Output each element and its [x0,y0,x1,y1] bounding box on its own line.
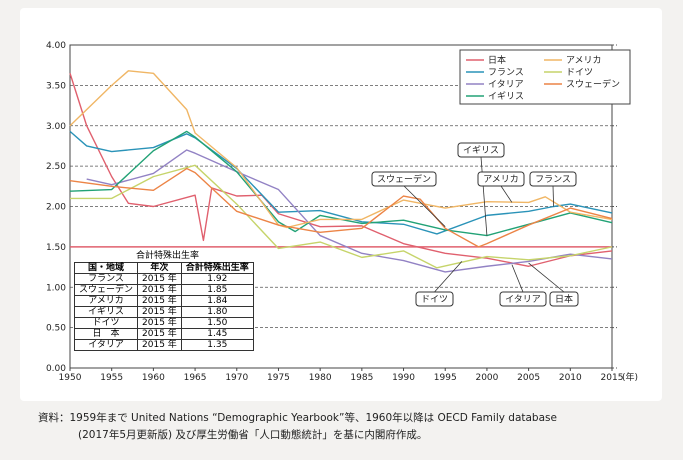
table-header-cell: 国・地域 [73,262,139,274]
table-row: イギリス 2015 年 1.80 [73,306,254,318]
callout-label: フランス [535,174,571,185]
table-header-cell: 年次 [137,262,182,274]
y-tick-label: 2.00 [46,203,66,213]
x-tick-label: 2015 [601,373,624,383]
table-row: 日 本 2015 年 1.45 [73,328,254,340]
y-tick-label: 0.50 [46,324,66,334]
callout-pointer [434,261,463,293]
x-tick-label: 1950 [59,373,82,383]
callout-label: イタリア [505,294,541,305]
callout-pointer [403,185,446,227]
table-cell: 1.45 [180,328,254,340]
x-tick-label: 1960 [142,373,165,383]
source-line-2: (2017年5月更新版) 及び厚生労働省「人口動態統計」を基に内閣府作成。 [78,429,428,441]
table-row: スウェーデン 2015 年 1.85 [73,284,254,296]
y-tick-label: 1.50 [46,243,66,253]
callout-label: 日本 [555,293,573,305]
table-cell: 2015 年 [137,339,182,351]
y-tick-label: 3.00 [46,122,66,132]
table-cell: 日 本 [73,328,139,340]
x-tick-label: 1995 [434,373,457,383]
callout-pointer [500,185,513,203]
legend [459,49,631,105]
x-tick-label: 1955 [100,373,123,383]
table-cell: 2015 年 [137,284,182,296]
legend-label: イギリス [488,91,524,102]
table-row: アメリカ 2015 年 1.84 [73,295,254,307]
table-cell: 1.84 [180,295,254,307]
callout-label: スウェーデン [377,173,431,185]
series-line-イギリス [69,130,613,237]
series-line-アメリカ [69,70,613,229]
callout-box [499,291,547,307]
source-line-1: 資料：1959年まで United Nations “Demographic Y… [38,412,557,424]
table-cell: 1.35 [180,339,254,351]
callout-label: ドイツ [421,295,448,305]
table-cell: 1.80 [180,306,254,318]
x-tick-label: 1985 [350,373,373,383]
table-header-row: 国・地域 年次 合計特殊出生率 [73,262,254,274]
legend-label: スウェーデン [566,78,620,90]
x-tick-label: 2005 [517,373,540,383]
table-cell: 2015 年 [137,273,182,285]
table-cell: イタリア [73,339,139,351]
y-tick-label: 3.50 [46,81,66,91]
callout-pointer [511,264,524,293]
table-cell: 1.50 [180,317,254,329]
table-cell: 1.85 [180,284,254,296]
table-cell: 2015 年 [137,306,182,318]
callout-label: アメリカ [483,174,519,185]
x-tick-label: 2010 [559,373,582,383]
x-tick-label: 2000 [475,373,498,383]
callout-pointer [528,262,565,293]
y-tick-label: 1.00 [46,283,66,293]
x-tick-label: 1990 [392,373,415,383]
table-row: ドイツ 2015 年 1.50 [73,317,254,329]
table-header-cell: 合計特殊出生率 [180,262,254,274]
y-tick-label: 0.00 [46,364,66,374]
legend-label: アメリカ [566,55,602,66]
callout-box [549,291,579,307]
y-tick-label: 2.50 [46,162,66,172]
table-cell: 1.92 [180,273,254,285]
legend-label: ドイツ [566,68,593,78]
callout-box [415,291,454,307]
callout-pointer [480,156,488,236]
x-tick-label: 1975 [267,373,290,383]
series-line-フランス [69,130,613,235]
y-tick-label: 4.00 [46,41,66,51]
callout-pointer [552,185,555,207]
callout-box [457,142,505,158]
table-title: 合計特殊出生率 [136,251,200,261]
table-cell: フランス [73,273,139,285]
series-line-イタリア [86,149,613,273]
legend-label: フランス [488,67,524,78]
callout-box [477,171,525,187]
x-tick-label: 1965 [184,373,207,383]
table-cell: スウェーデン [73,284,139,296]
callout-box [529,171,577,187]
table-cell: アメリカ [73,295,139,307]
table-row: フランス 2015 年 1.92 [73,273,254,285]
x-axis-label: (年) [622,371,638,383]
series-line-ドイツ [70,164,613,269]
legend-label: 日本 [488,54,506,66]
table-cell: 2015 年 [137,317,182,329]
source-note: 資料：1959年まで United Nations “Demographic Y… [38,410,557,444]
table-cell: 2015 年 [137,295,182,307]
fertility-table: 国・地域 年次 合計特殊出生率 フランス 2015 年 1.92 スウェーデン 2015 年… [73,262,254,351]
table-cell: イギリス [73,306,139,318]
series-line-スウェーデン [69,167,613,248]
table-cell: 2015 年 [137,328,182,340]
callout-box [371,171,437,187]
callout-label: イギリス [463,145,499,156]
table-row: イタリア 2015 年 1.35 [73,339,254,351]
table-cell: ドイツ [73,317,139,329]
legend-label: イタリア [488,79,524,90]
x-tick-label: 1970 [225,373,248,383]
x-tick-label: 1980 [309,373,332,383]
